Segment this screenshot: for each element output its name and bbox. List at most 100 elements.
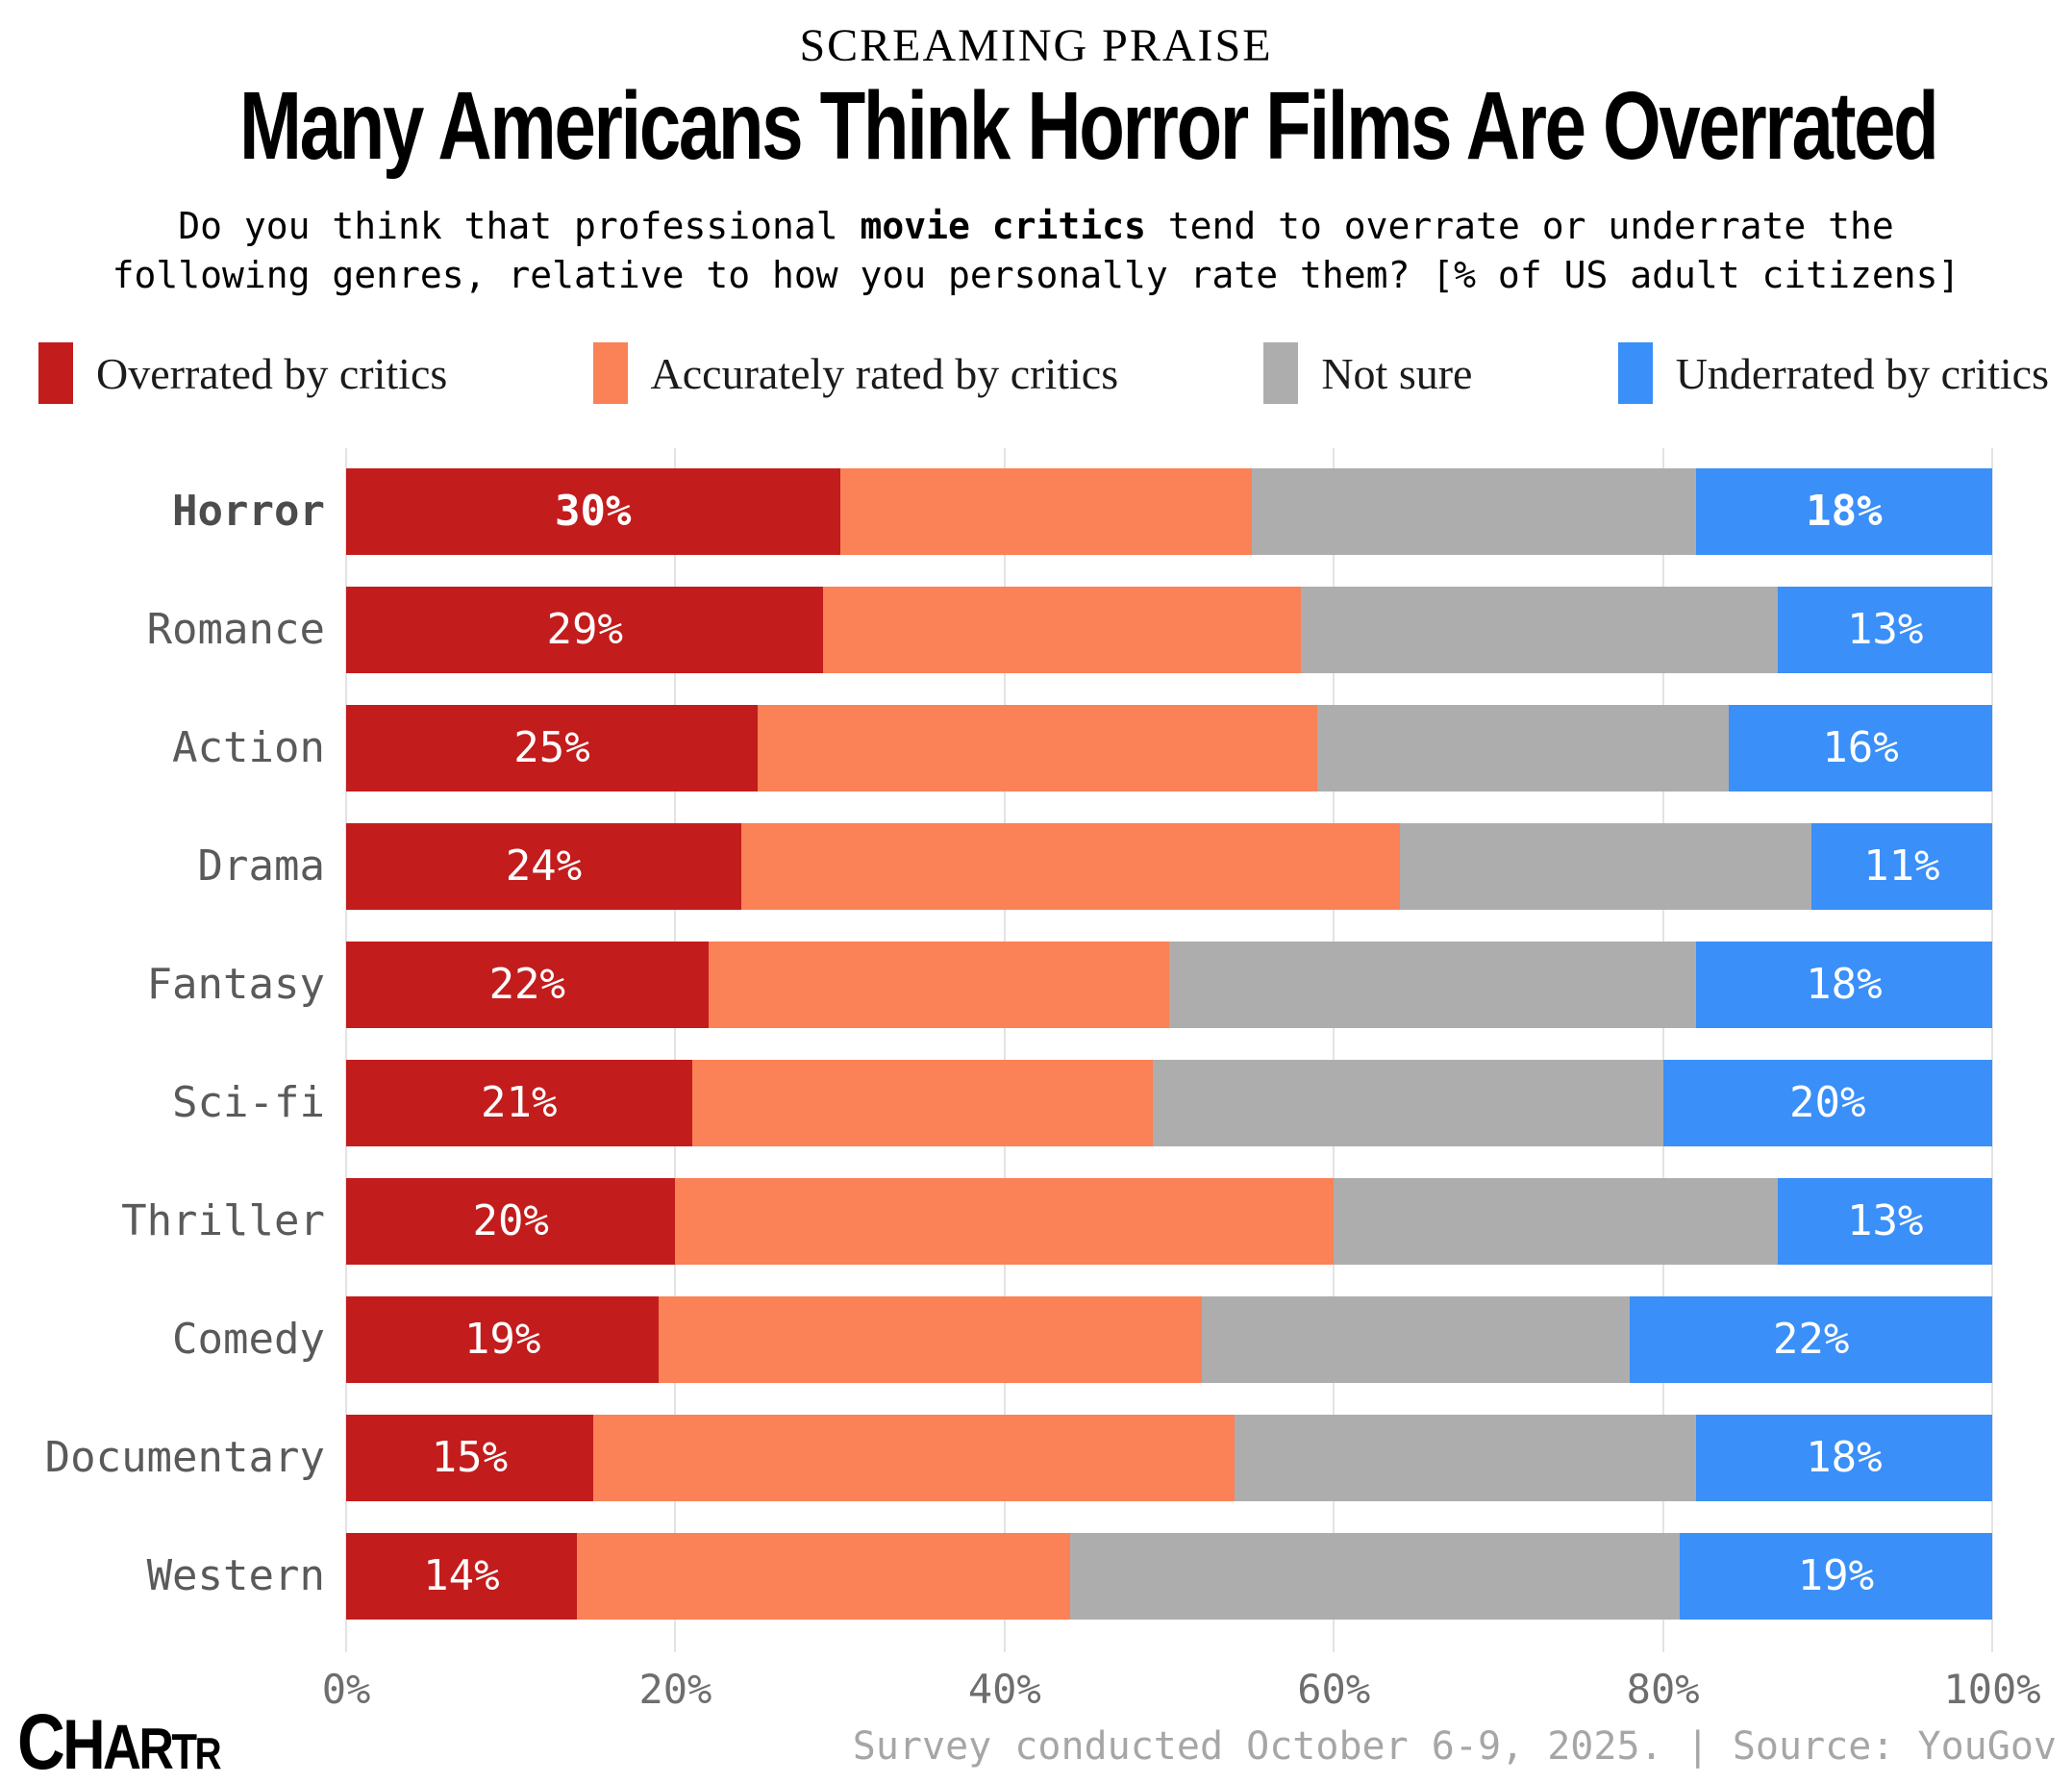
value-label: 18% [1806, 1433, 1883, 1482]
bar-track: 20% 13% [346, 1177, 1992, 1265]
category-label: Horror [172, 487, 325, 536]
bar-segment-overrated-by-critics: 29% [346, 586, 824, 673]
legend-label: Underrated by critics [1675, 348, 2049, 398]
bar-track: 22% 18% [346, 941, 1992, 1028]
legend: Overrated by critics Accurately rated by … [38, 342, 2049, 404]
bar-segment-overrated-by-critics: 25% [346, 704, 758, 791]
bar-row-horror: Horror 30% 18% [0, 452, 2072, 570]
bar-track: 21% 20% [346, 1059, 1992, 1146]
gridline-80% [1661, 448, 1664, 1652]
value-label: 13% [1846, 605, 1924, 654]
bar-segment-accurately-rated-by-critics [823, 586, 1301, 673]
legend-item-underrated-by-critics: Underrated by critics [1617, 342, 2049, 404]
bar-segment-not-sure [1235, 1414, 1696, 1501]
value-label: 14% [423, 1551, 500, 1600]
bar-segment-underrated-by-critics: 13% [1778, 1177, 1992, 1265]
bar-track: 24% 11% [346, 822, 1992, 910]
bar-segment-underrated-by-critics: 18% [1695, 941, 1992, 1028]
legend-item-accurately-rated-by-critics: Accurately rated by critics [592, 342, 1119, 404]
bar-segment-underrated-by-critics: 16% [1729, 704, 1992, 791]
bar-segment-accurately-rated-by-critics [740, 822, 1400, 910]
gridline-100% [1991, 448, 1993, 1652]
bar-track: 14% 19% [346, 1532, 1992, 1620]
bar-segment-overrated-by-critics: 21% [346, 1059, 692, 1146]
bar-segment-not-sure [1168, 941, 1696, 1028]
bar-rows: Horror 30% 18% Romance 29% 13% Action 25% 16% Dra… [0, 452, 2072, 1635]
bar-segment-accurately-rated-by-critics [659, 1295, 1203, 1383]
value-label: 11% [1863, 842, 1940, 891]
bar-row-drama: Drama 24% 11% [0, 807, 2072, 925]
bar-segment-underrated-by-critics: 18% [1695, 1414, 1992, 1501]
category-label: Sci-fi [172, 1078, 325, 1127]
subtitle-bold-text: movie critics [860, 205, 1146, 247]
bar-segment-accurately-rated-by-critics [576, 1532, 1071, 1620]
subtitle-line-2: following genres, relative to how you pe… [112, 254, 1960, 296]
logo-letter: C [17, 1698, 65, 1784]
value-label: 29% [546, 605, 623, 654]
page-title-text: Many Americans Think Horror Films Are Ov… [238, 72, 1939, 180]
bar-segment-overrated-by-critics: 15% [346, 1414, 593, 1501]
bar-segment-overrated-by-critics: 14% [346, 1532, 577, 1620]
bar-track: 15% 18% [346, 1414, 1992, 1501]
bar-row-sci-fi: Sci-fi 21% 20% [0, 1043, 2072, 1162]
legend-item-overrated-by-critics: Overrated by critics [38, 342, 447, 404]
value-label: 22% [488, 960, 566, 1009]
x-tick-label: 40% [967, 1666, 1041, 1713]
bar-segment-accurately-rated-by-critics [708, 941, 1169, 1028]
bar-segment-overrated-by-critics: 20% [346, 1177, 676, 1265]
value-label: 21% [481, 1078, 558, 1127]
footer: CHARTR Survey conducted October 6-9, 202… [17, 1702, 2057, 1784]
page-title: Many Americans Think Horror Films Are Ov… [0, 71, 2072, 182]
bar-row-documentary: Documentary 15% 18% [0, 1398, 2072, 1517]
bar-segment-underrated-by-critics: 20% [1662, 1059, 1992, 1146]
category-label: Romance [146, 605, 325, 654]
bar-segment-underrated-by-critics: 13% [1778, 586, 1992, 673]
bar-segment-overrated-by-critics: 19% [346, 1295, 660, 1383]
x-tick-label: 20% [638, 1666, 712, 1713]
stacked-bar-chart: Horror 30% 18% Romance 29% 13% Action 25% 16% Dra… [0, 448, 2072, 1721]
gridline-0% [345, 448, 347, 1652]
value-label: 24% [505, 842, 583, 891]
bar-track: 25% 16% [346, 704, 1992, 791]
value-label: 15% [431, 1433, 509, 1482]
category-label: Action [172, 723, 325, 772]
bar-track: 29% 13% [346, 586, 1992, 673]
category-label: Western [146, 1551, 325, 1600]
bar-segment-not-sure [1399, 822, 1811, 910]
bar-track: 19% 22% [346, 1295, 1992, 1383]
bar-segment-overrated-by-critics: 30% [346, 467, 840, 555]
value-label: 19% [463, 1315, 541, 1364]
legend-label: Not sure [1321, 348, 1473, 398]
x-tick-label: 80% [1626, 1666, 1700, 1713]
bar-segment-accurately-rated-by-critics [839, 467, 1252, 555]
x-tick-label: 100% [1943, 1666, 2041, 1713]
gridline-40% [1003, 448, 1006, 1652]
bar-segment-accurately-rated-by-critics [758, 704, 1318, 791]
bar-segment-not-sure [1300, 586, 1779, 673]
subtitle-text: tend to overrate or underrate the [1145, 205, 1894, 247]
legend-item-not-sure: Not sure [1263, 342, 1472, 404]
bar-row-thriller: Thriller 20% 13% [0, 1162, 2072, 1280]
bar-segment-overrated-by-critics: 22% [346, 941, 709, 1028]
category-label: Thriller [121, 1196, 325, 1245]
bar-row-romance: Romance 29% 13% [0, 570, 2072, 689]
bar-row-western: Western 14% 19% [0, 1517, 2072, 1635]
bar-segment-overrated-by-critics: 24% [346, 822, 741, 910]
bar-segment-accurately-rated-by-critics [691, 1059, 1153, 1146]
value-label: 19% [1797, 1551, 1875, 1600]
bar-segment-underrated-by-critics: 11% [1810, 822, 1992, 910]
value-label: 20% [1789, 1078, 1866, 1127]
bar-segment-accurately-rated-by-critics [592, 1414, 1236, 1501]
subtitle-line-1: Do you think that professional movie cri… [0, 202, 2072, 251]
chartr-logo: CHARTR [17, 1703, 222, 1784]
category-label: Fantasy [146, 960, 325, 1009]
legend-swatch-underrated-by-critics [1617, 342, 1653, 404]
category-label: Documentary [44, 1433, 325, 1482]
gridline-20% [674, 448, 677, 1652]
legend-label: Accurately rated by critics [650, 348, 1119, 398]
value-label: 20% [472, 1196, 549, 1245]
source-note: Survey conducted October 6-9, 2025. | So… [852, 1724, 2057, 1769]
legend-swatch-not-sure [1263, 342, 1299, 404]
x-tick-label: 0% [321, 1666, 371, 1713]
